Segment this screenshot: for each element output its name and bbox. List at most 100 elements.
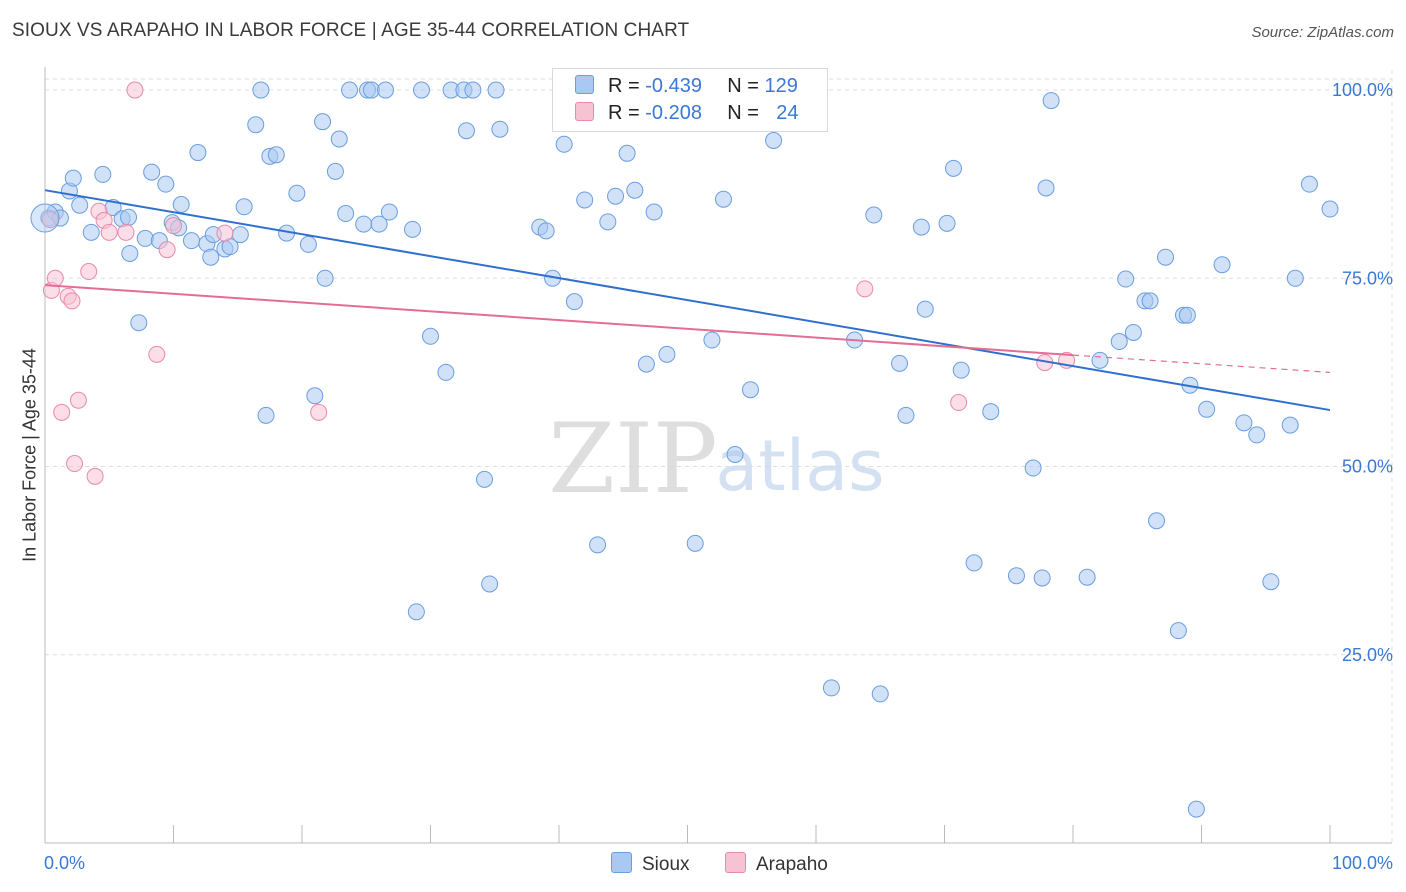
arapaho-point [148,345,166,363]
sioux-point [982,403,1000,421]
sioux-point [1024,459,1042,477]
y-tick-label: 25.0% [1342,645,1393,665]
sioux-point [1148,512,1166,530]
sioux-point [1198,400,1216,418]
r-label: R = [608,102,640,124]
sioux-point [1321,200,1339,218]
sioux-point [235,198,253,216]
correlation-legend: R = -0.439 N = 129 R = -0.208 N = 24 [552,68,828,132]
sioux-point [457,122,475,140]
sioux-point [645,203,663,221]
sioux-point [1141,292,1159,310]
sioux-point [686,534,704,552]
sioux-point [565,293,583,311]
sioux-point [1286,269,1304,287]
sioux-point [1300,175,1318,193]
sioux-point [1117,270,1135,288]
watermark-atlas: atlas [715,425,884,507]
sioux-point [1042,92,1060,110]
sioux-point [82,223,100,241]
sioux-point [741,381,759,399]
sioux-point [1213,256,1231,274]
arapaho-point [126,81,144,99]
sioux-point [437,363,455,381]
sioux-point [1037,179,1055,197]
legend-label-arapaho: Arapaho [756,854,828,875]
sioux-point [247,116,265,134]
arapaho-point [69,391,87,409]
sioux-point [916,300,934,318]
sioux-point [267,146,285,164]
legend-label-sioux: Sioux [642,854,690,875]
sioux-point [326,162,344,180]
y-axis-title: In Labor Force | Age 35-44 [19,348,40,562]
legend-item-sioux[interactable]: Sioux [611,852,690,876]
sioux-point [64,169,82,187]
watermark: ZIP atlas [548,403,884,515]
data-points [30,81,1339,818]
sioux-point [288,184,306,202]
sioux-trend-line [44,189,1331,412]
sioux-point [337,205,355,223]
sioux-point [71,196,89,214]
sioux-point [658,345,676,363]
sioux-point [1110,333,1128,351]
sioux-point [130,314,148,332]
sioux-point [703,331,721,349]
sioux-point [422,327,439,345]
sioux-n-value: 129 [764,75,798,97]
arapaho-point [158,241,176,259]
sioux-point [377,81,395,99]
arapaho-n-value: 24 [776,102,799,124]
arapaho-point [41,211,59,229]
sioux-point [576,191,594,209]
sioux-point [475,470,493,488]
sioux-point [1078,568,1096,586]
sioux-point [314,113,332,131]
sioux-point [491,120,509,138]
sioux-point [912,218,930,236]
n-label: N = [727,102,759,124]
sioux-point [362,81,380,99]
legend-item-arapaho[interactable]: Arapaho [725,852,828,876]
sioux-point [891,354,909,372]
arapaho-point [53,403,71,421]
sioux-point [537,222,555,240]
sioux-point [407,603,425,621]
legend-row-sioux: R = -0.439 N = 129 [575,75,798,98]
sioux-point [626,181,644,199]
sioux-point [1262,573,1280,591]
sioux-point [120,208,138,226]
sioux-r-value: -0.439 [645,75,702,97]
sioux-point [481,575,499,593]
sioux-point [306,387,324,405]
sioux-swatch [575,75,594,94]
sioux-point [121,244,139,262]
sioux-point [1169,622,1187,640]
sioux-point [202,248,220,266]
sioux-point [189,144,207,162]
arapaho-point [100,223,118,241]
arapaho-point [63,292,81,310]
sioux-point [143,163,161,181]
sioux-point [316,269,334,287]
arapaho-point [856,280,874,298]
grid-lines [45,70,1393,843]
arapaho-swatch [575,102,594,121]
sioux-point [726,445,744,463]
sioux-point [413,81,431,99]
sioux-point [157,175,175,193]
sioux-point [714,190,732,208]
sioux-point [370,215,388,233]
arapaho-point [950,394,968,412]
sioux-point [965,554,983,572]
arapaho-r-value: -0.208 [645,102,702,124]
sioux-point [380,203,398,221]
sioux-point [487,81,505,99]
arapaho-point [165,217,182,235]
trend-lines [44,189,1331,412]
legend-row-arapaho: R = -0.208 N = 24 [575,102,799,125]
y-tick-label: 50.0% [1342,457,1393,477]
sioux-point [182,232,200,250]
sioux-point [1281,416,1299,434]
